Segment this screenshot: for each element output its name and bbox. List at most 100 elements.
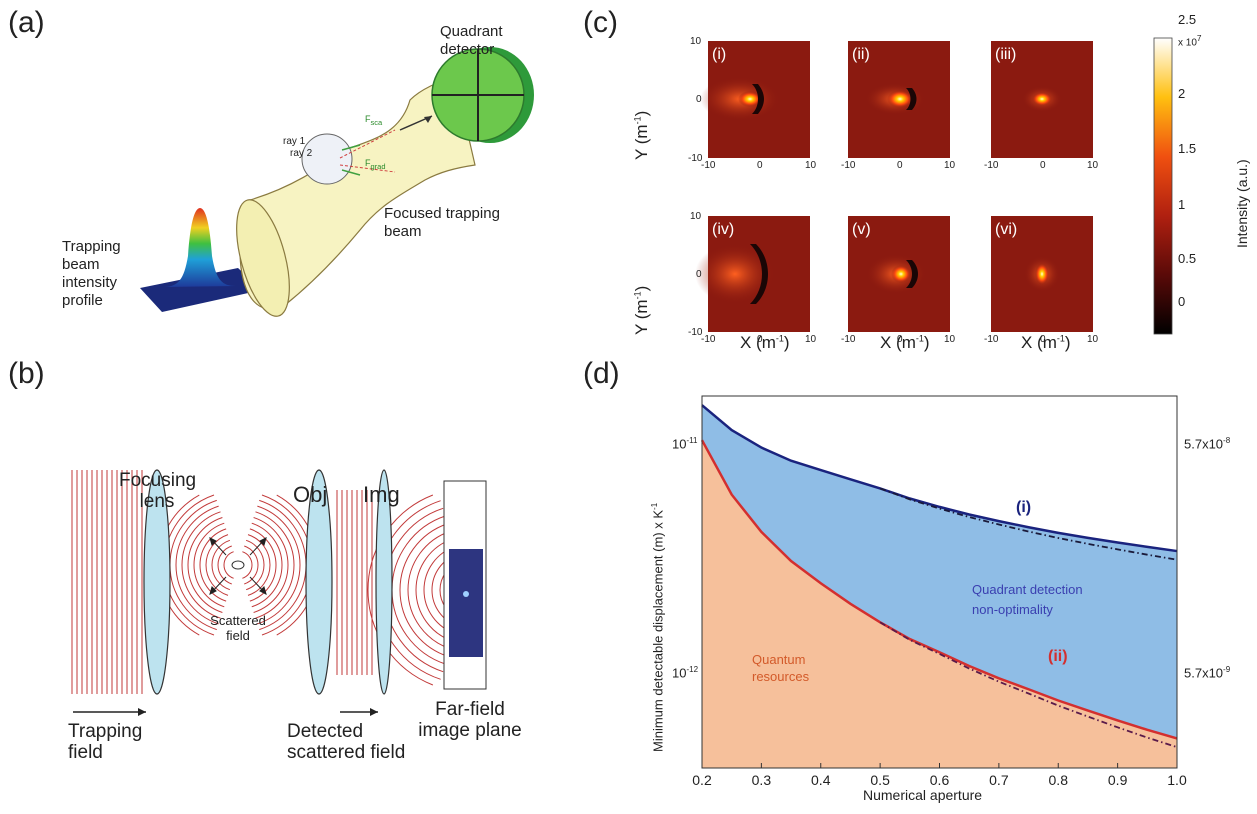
d-xlabel: Numerical aperture (863, 787, 983, 803)
c-xtick: 0 (757, 334, 763, 345)
focusing-lens-label: Focusing lens (119, 470, 197, 512)
c-xtick: 0 (897, 160, 903, 171)
d-ytick-right-2: 5.7x10-9 (1184, 665, 1231, 681)
plane-wavefronts-mid (336, 490, 373, 675)
d-ylabel: Minimum detectable displacement (m) x K-… (650, 502, 666, 752)
panel-a-label: (a) (8, 6, 45, 39)
cbar-tick: 1 (1178, 197, 1186, 212)
panel-b-label: (b) (8, 357, 45, 390)
cbar-tick: 2 (1178, 86, 1186, 101)
wavefront-arc (247, 534, 271, 596)
c-xtick: 10 (1087, 334, 1099, 345)
focusing-lens-icon (143, 469, 171, 695)
curve-i-label: (i) (1016, 499, 1032, 516)
c-xtick: -10 (701, 334, 716, 345)
obj-label: Obj (293, 482, 328, 507)
map-iv (695, 216, 810, 332)
wavefront-arc (245, 539, 265, 591)
map-vi (991, 216, 1093, 332)
intensity-profile-label: Trapping beam intensity profile (62, 238, 121, 309)
wavefront-arc (181, 511, 221, 619)
wavefront-arc (367, 494, 434, 686)
c-xtick: 0 (757, 160, 763, 171)
map-i (700, 41, 810, 158)
d-ytick-left-1: 10-11 (672, 436, 698, 452)
x-tick-label: 1.0 (1167, 772, 1187, 788)
cbar-tick: 0 (1178, 294, 1186, 309)
wavefront-arc (187, 517, 223, 613)
colorbar (1153, 37, 1173, 335)
c-xtick: 0 (1040, 334, 1046, 345)
wavefront-arc (257, 505, 301, 625)
wavefront-arc (249, 528, 277, 602)
f-grad-label: Fgrad (365, 158, 386, 171)
c-xlabel-1: X (m-1) (740, 333, 790, 352)
cbar-tick: 2.5 (1178, 12, 1197, 27)
wavefront-arc (255, 511, 295, 619)
c-xtick: 10 (805, 160, 817, 171)
c-xtick: 10 (944, 160, 956, 171)
c-ytick: 0 (696, 269, 702, 280)
subplot-ii-label: (ii) (852, 46, 870, 63)
quantum-region-label: Quantum resources (752, 652, 810, 684)
img-label: Img (363, 482, 400, 507)
detected-field-label: Detected scattered field (287, 721, 406, 763)
spherical-wavefronts (157, 494, 461, 686)
map-v (848, 216, 950, 332)
plane-wavefronts (71, 470, 143, 694)
focused-beam-label: Focused trapping beam (384, 205, 500, 240)
quadrant-detector-label: Quadrant detector (440, 23, 503, 58)
wavefront-arc (399, 523, 449, 657)
wavefront-arc (242, 551, 253, 579)
d-ytick-left-2: 10-12 (672, 665, 699, 681)
wavefront-arc (223, 551, 234, 579)
x-tick-label: 0.7 (989, 772, 1009, 788)
c-xtick: 0 (1040, 160, 1046, 171)
subplot-iii-label: (iii) (995, 46, 1017, 63)
wavefront-arc (407, 530, 451, 650)
quadrant-region-label: Quadrant detection non-optimality (972, 582, 1083, 617)
quadrant-nonoptimality-area (702, 405, 1177, 739)
c-ytick: -10 (688, 327, 703, 338)
x-tick-label: 0.6 (930, 772, 950, 788)
trapping-field-label: Trapping field (68, 721, 143, 763)
series-line-ii (700, 439, 1178, 740)
intensity-profile-icon (140, 208, 262, 312)
x-tick-label: 0.9 (1108, 772, 1128, 788)
subplot-i-label: (i) (712, 46, 727, 63)
curve-ii-label: (ii) (1048, 648, 1068, 665)
series-line-i (701, 404, 1178, 553)
subplot-vi-label: (vi) (995, 221, 1018, 238)
x-tick-label: 0.8 (1049, 772, 1069, 788)
c-xtick: 10 (944, 334, 956, 345)
c-xtick: -10 (841, 334, 856, 345)
wavefront-arc (205, 534, 229, 596)
c-xlabel-3: X (m-1) (1021, 333, 1071, 352)
x-tick-label: 0.2 (692, 772, 712, 788)
c-xtick: 10 (1087, 160, 1099, 171)
c-ytick: 10 (690, 211, 702, 222)
d-ytick-right-1: 5.7x10-8 (1184, 436, 1231, 452)
panel-c-maps (695, 37, 1173, 335)
objective-lens-icon (305, 469, 333, 695)
panel-c-label: (c) (583, 6, 618, 39)
wavefront-arc (175, 505, 219, 625)
c-xtick: -10 (984, 160, 999, 171)
subplot-v-label: (v) (852, 221, 871, 238)
wavefront-arc (217, 545, 232, 585)
ray1-label: ray 1 (283, 136, 306, 147)
c-xtick: -10 (984, 334, 999, 345)
c-xtick: -10 (841, 160, 856, 171)
series-dashed-ii (879, 621, 1178, 748)
c-xtick: 0 (897, 334, 903, 345)
c-ytick: -10 (688, 153, 703, 164)
panel-d-label: (d) (583, 357, 620, 390)
f-sca-label: Fsca (365, 114, 383, 127)
cbar-tick: 0.5 (1178, 251, 1197, 266)
imaging-lens-icon (375, 469, 393, 695)
far-field-label: Far-field image plane (418, 699, 522, 741)
x-tick-label: 0.3 (752, 772, 772, 788)
wavefront-arc (253, 517, 289, 613)
map-ii (848, 41, 950, 158)
x-tick-label: 0.5 (870, 772, 890, 788)
